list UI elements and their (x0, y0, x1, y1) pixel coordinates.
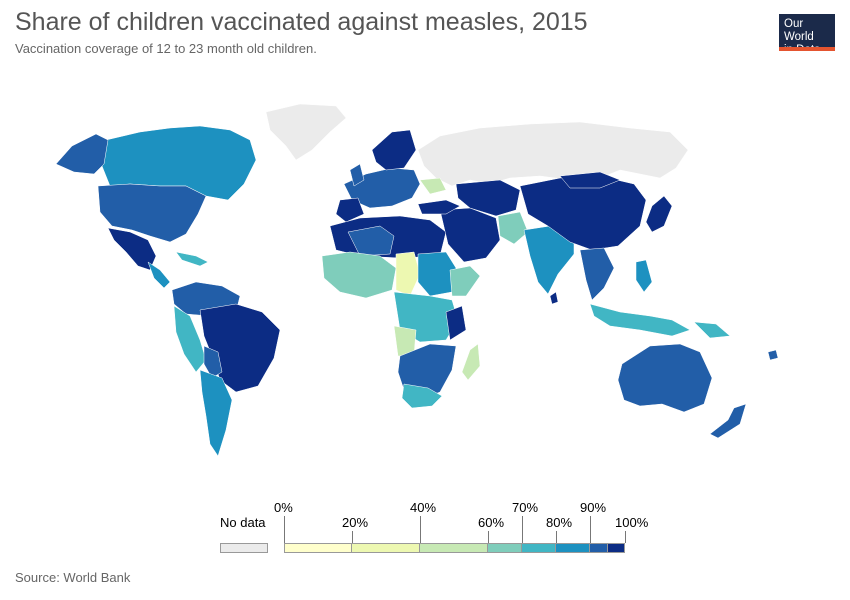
region-se-asia[interactable] (579, 247, 615, 301)
legend-bin[interactable] (352, 543, 420, 553)
legend-tick (420, 516, 421, 543)
region-mexico[interactable] (107, 227, 157, 271)
region-peru[interactable] (173, 305, 207, 373)
region-scandinavia[interactable] (371, 129, 417, 171)
region-russia[interactable] (417, 121, 689, 187)
region-greenland[interactable] (265, 103, 347, 161)
region-pacific-islands[interactable] (767, 349, 779, 361)
region-sri-lanka[interactable] (549, 291, 559, 305)
owid-logo[interactable]: Our World in Data (779, 14, 835, 56)
chart-title: Share of children vaccinated against mea… (15, 8, 588, 36)
legend-no-data-swatch (220, 543, 268, 553)
source-note: Source: World Bank (15, 570, 131, 585)
legend-bin[interactable] (608, 543, 625, 553)
region-west-africa[interactable] (321, 251, 397, 299)
region-bolivia[interactable] (203, 345, 223, 379)
legend-bin[interactable] (420, 543, 488, 553)
region-alaska[interactable] (55, 133, 109, 175)
legend-tick-label: 0% (274, 500, 293, 515)
region-caribbean[interactable] (175, 251, 209, 267)
legend-bin[interactable] (590, 543, 608, 553)
region-australia[interactable] (617, 343, 713, 413)
region-iberia[interactable] (335, 197, 365, 223)
region-central-america[interactable] (147, 261, 171, 289)
region-afghanistan[interactable] (497, 211, 529, 245)
region-ukraine[interactable] (419, 177, 447, 195)
legend-tick (522, 516, 523, 543)
legend-tick (284, 516, 285, 543)
legend-bin[interactable] (522, 543, 556, 553)
region-horn[interactable] (449, 265, 481, 297)
legend-color-scale (284, 543, 630, 553)
legend-bin[interactable] (556, 543, 590, 553)
chart-subtitle: Vaccination coverage of 12 to 23 month o… (15, 41, 317, 56)
legend-bin[interactable] (284, 543, 352, 553)
region-japan[interactable] (645, 195, 673, 233)
region-usa[interactable] (97, 183, 207, 243)
legend-tick (590, 516, 591, 543)
legend-tick-label: 40% (410, 500, 437, 515)
legend-tick-label: 70% (512, 500, 539, 515)
logo-line-1: Our World (784, 18, 814, 43)
legend-tick (488, 531, 489, 543)
legend-bin[interactable] (488, 543, 522, 553)
region-philippines[interactable] (635, 259, 653, 293)
legend-no-data-label: No data (220, 515, 266, 530)
region-tanzania[interactable] (445, 305, 467, 341)
region-argentina[interactable] (199, 369, 233, 457)
region-central-asia[interactable] (455, 179, 521, 217)
region-south-africa[interactable] (401, 383, 443, 409)
legend-tick-label: 60% (478, 515, 505, 530)
world-map (55, 103, 779, 457)
legend-tick-label: 100% (615, 515, 649, 530)
region-uk[interactable] (349, 163, 365, 187)
legend-tick (625, 531, 626, 543)
logo-accent-bar (779, 47, 835, 51)
region-chad[interactable] (395, 251, 421, 297)
region-algeria[interactable] (347, 225, 395, 257)
region-papua[interactable] (693, 321, 731, 339)
region-indonesia[interactable] (589, 303, 691, 337)
legend-tick-label: 80% (546, 515, 573, 530)
legend-tick (352, 531, 353, 543)
legend-tick (556, 531, 557, 543)
region-madagascar[interactable] (461, 343, 481, 381)
legend-tick-label: 90% (580, 500, 607, 515)
region-mongolia[interactable] (559, 171, 621, 189)
region-new-zealand[interactable] (709, 403, 747, 439)
region-middle-east[interactable] (439, 207, 501, 263)
legend-tick-label: 20% (342, 515, 369, 530)
region-turkey[interactable] (417, 199, 461, 215)
